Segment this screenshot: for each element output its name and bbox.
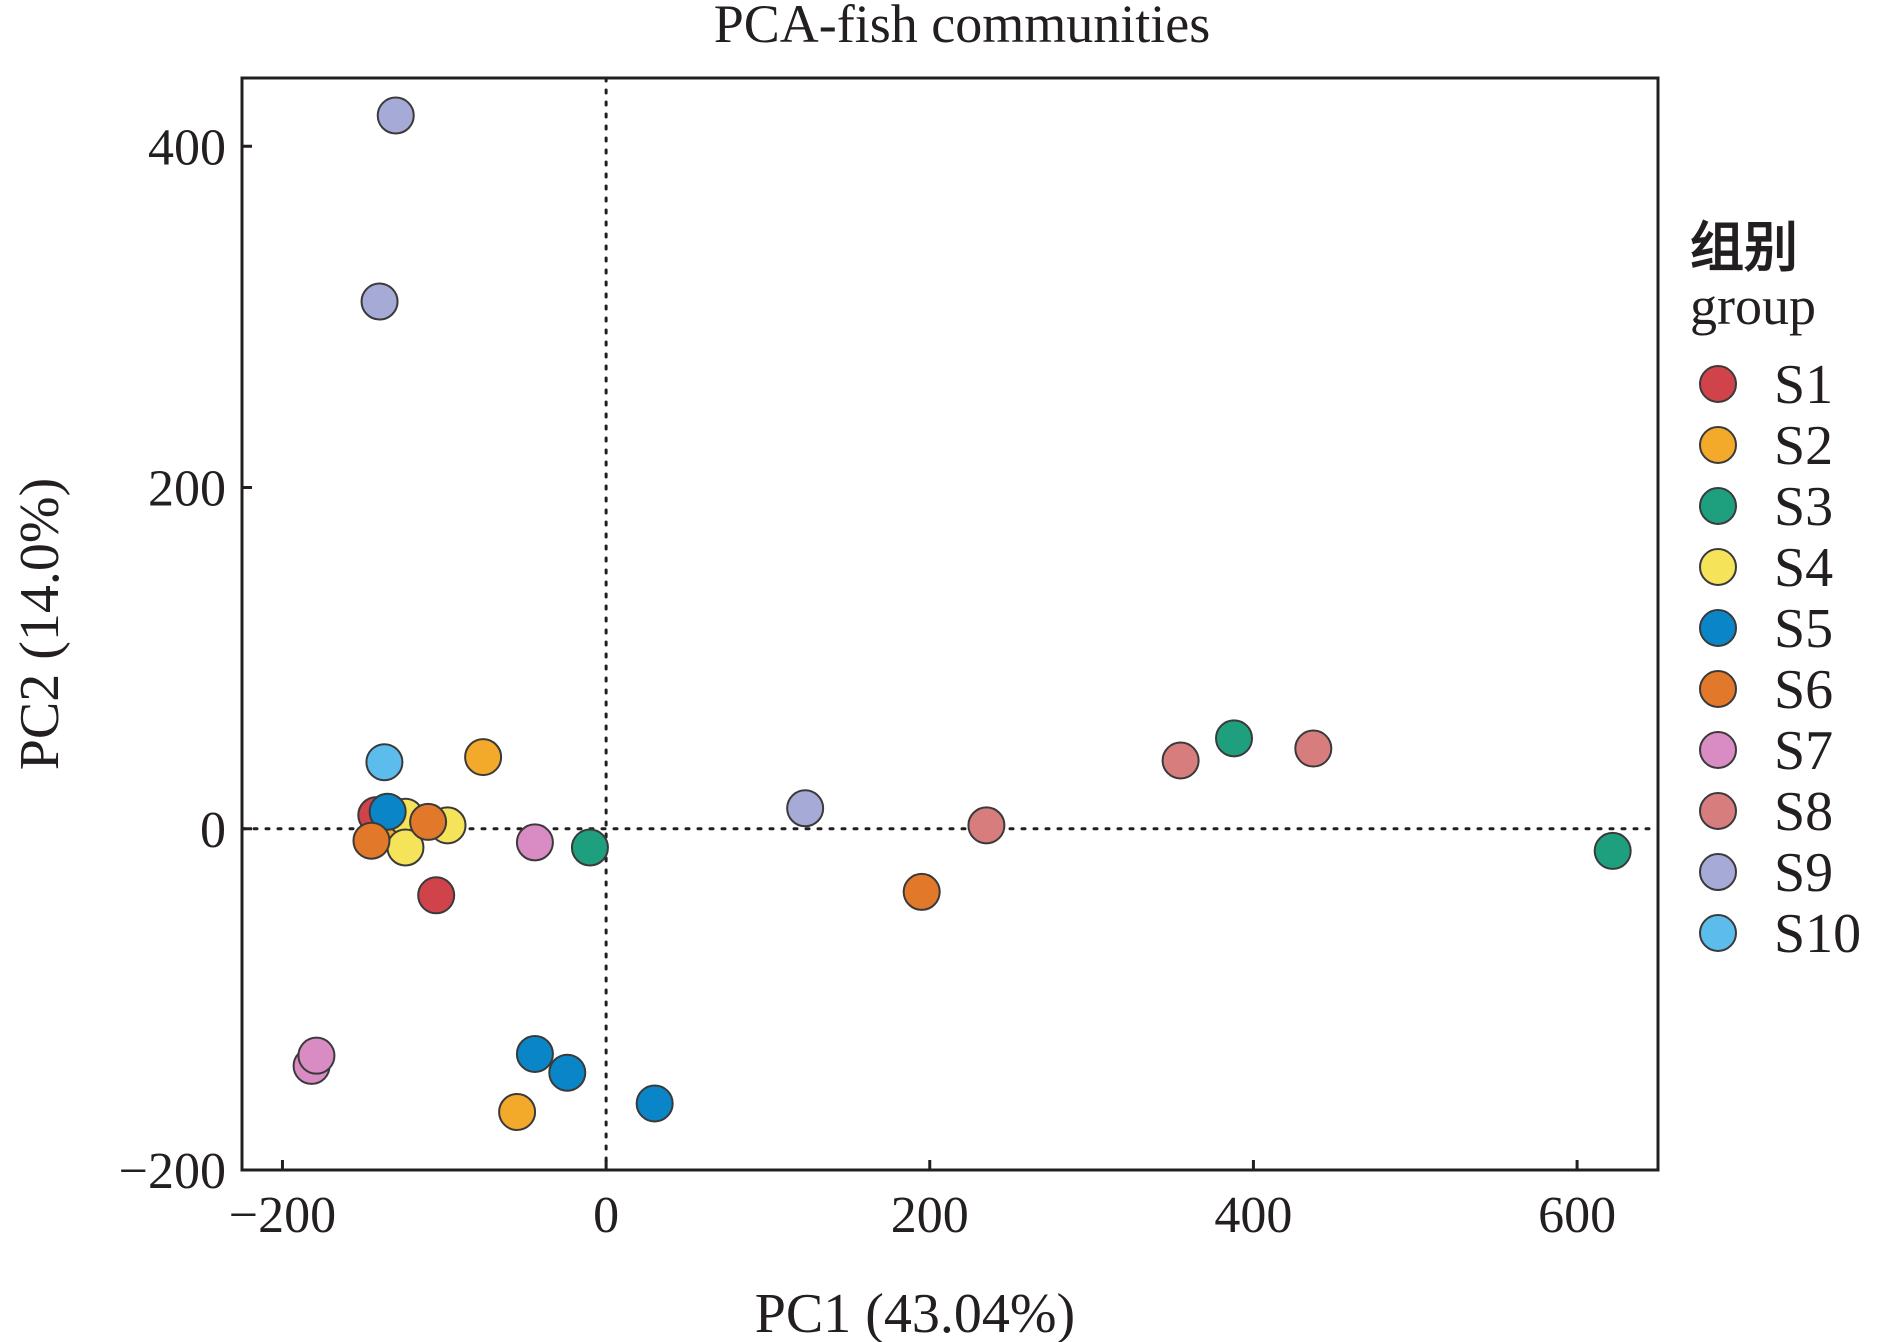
data-point-s8 — [1161, 741, 1200, 780]
y-tick-label: −200 — [119, 1143, 226, 1200]
x-tick-label: −200 — [229, 1187, 336, 1244]
legend-marker-s6 — [1699, 670, 1737, 708]
data-point-s8 — [967, 806, 1006, 845]
legend-label-s1: S1 — [1774, 354, 1833, 416]
data-point-s7 — [297, 1036, 336, 1075]
legend-marker-s2 — [1699, 426, 1737, 464]
plot-frame — [240, 76, 1660, 1172]
data-point-s6 — [902, 872, 941, 911]
data-point-s5 — [515, 1034, 554, 1073]
legend-label-s5: S5 — [1774, 598, 1833, 660]
legend-marker-s8 — [1699, 792, 1737, 830]
legend-marker-s10 — [1699, 914, 1737, 952]
data-point-s5 — [368, 792, 407, 831]
data-points — [292, 96, 1632, 1131]
legend-label-s10: S10 — [1774, 903, 1861, 965]
x-axis-label: PC1 (43.04%) — [755, 1283, 1075, 1342]
legend-marker-s9 — [1699, 853, 1737, 891]
legend-label-s3: S3 — [1774, 476, 1833, 538]
axis-ticks — [242, 144, 1579, 1172]
y-tick-label: 0 — [200, 802, 226, 859]
data-point-s10 — [365, 743, 404, 782]
legend-marker-s5 — [1699, 609, 1737, 647]
legend-marker-s3 — [1699, 487, 1737, 525]
legend-label-s6: S6 — [1774, 659, 1833, 721]
data-point-s5 — [635, 1084, 674, 1123]
data-point-s1 — [417, 876, 456, 915]
legend-marker-s4 — [1699, 548, 1737, 586]
x-tick-label: 200 — [891, 1187, 969, 1244]
data-point-s3 — [1215, 719, 1254, 758]
data-point-s2 — [498, 1092, 537, 1131]
y-axis-label: PC2 (14.0%) — [9, 478, 71, 770]
reference-lines — [240, 76, 1660, 1172]
legend-marker-s7 — [1699, 731, 1737, 769]
x-tick-label: 600 — [1538, 1187, 1616, 1244]
x-tick-label: 0 — [593, 1187, 619, 1244]
legend-title-cn: 组别 — [1690, 216, 1798, 279]
data-point-s3 — [1593, 831, 1632, 870]
chart-title: PCA-fish communities — [714, 0, 1211, 54]
data-point-s2 — [464, 738, 503, 777]
legend-title-en: group — [1690, 276, 1816, 336]
data-point-s8 — [1294, 729, 1333, 768]
legend-marker-s1 — [1699, 365, 1737, 403]
legend-label-s7: S7 — [1774, 720, 1833, 782]
data-point-s6 — [352, 821, 391, 860]
tick-labels: −200 0 200 400 600 −200 0 200 400 — [119, 119, 1616, 1244]
data-point-s5 — [548, 1053, 587, 1092]
y-tick-label: 200 — [148, 461, 226, 518]
legend-label-s4: S4 — [1774, 537, 1833, 599]
legend-label-s8: S8 — [1774, 781, 1833, 843]
data-point-s6 — [409, 802, 448, 841]
data-point-s9 — [786, 789, 825, 828]
data-point-s9 — [360, 282, 399, 321]
y-tick-label: 400 — [148, 119, 226, 176]
legend-label-s9: S9 — [1774, 842, 1833, 904]
data-point-s9 — [376, 96, 415, 135]
data-point-s3 — [570, 828, 609, 867]
x-tick-label: 400 — [1214, 1187, 1292, 1244]
data-point-s7 — [515, 823, 554, 862]
legend-label-s2: S2 — [1774, 415, 1833, 477]
